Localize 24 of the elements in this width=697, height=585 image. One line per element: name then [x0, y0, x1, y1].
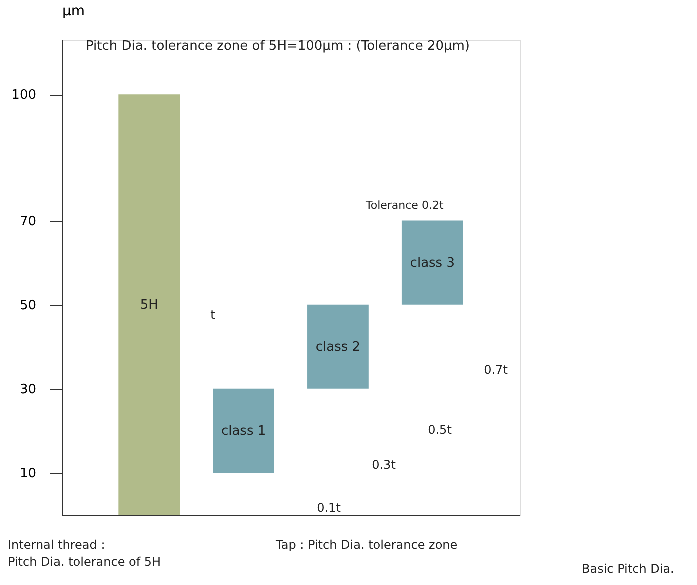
y-tick-label: 10: [20, 466, 36, 482]
bar: [213, 388, 274, 473]
x-tick-label: class 2: [316, 340, 361, 355]
text: Basic Pitch Dia.: [582, 562, 674, 576]
bar: [118, 94, 180, 515]
y-tick-label: 30: [20, 382, 36, 398]
annotation: 0.1t: [317, 501, 342, 515]
x-tick-label: 5H: [140, 298, 158, 313]
annotation: 0.3t: [372, 458, 396, 472]
annotation: Tolerance 0.2t: [365, 199, 444, 212]
x-tick-label: class 3: [410, 256, 455, 271]
annotation: 0.5t: [428, 423, 452, 437]
chart-title: Pitch Dia. tolerance zone of 5H=100μm : (Tolerance 20μm): [86, 39, 470, 54]
y-axis-title: μm: [62, 4, 86, 20]
y-tick-label: 100: [12, 88, 36, 104]
y-tick-label: 70: [20, 214, 36, 230]
annotation: t: [210, 308, 216, 322]
text: Internal thread : Pitch Dia. tolerance of 5H: [8, 538, 162, 569]
bar: [308, 304, 369, 389]
bar: [402, 220, 464, 305]
annotation: 0.7t: [484, 363, 508, 377]
y-tick-label: 50: [20, 298, 36, 314]
text: Tap : Pitch Dia. tolerance zone: [275, 538, 458, 552]
x-tick-label: class 1: [221, 424, 266, 439]
